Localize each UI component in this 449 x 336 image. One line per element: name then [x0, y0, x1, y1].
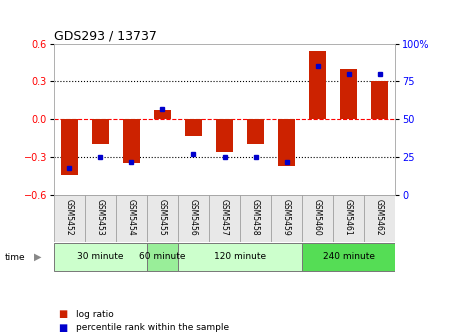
Bar [185, 119, 202, 136]
Text: GSM5462: GSM5462 [375, 199, 384, 235]
Bar [309, 51, 326, 119]
Bar [240, 195, 271, 242]
Bar [154, 111, 171, 119]
Text: GSM5452: GSM5452 [65, 199, 74, 235]
Text: GSM5454: GSM5454 [127, 199, 136, 236]
Bar [92, 119, 109, 144]
Text: GSM5459: GSM5459 [282, 199, 291, 236]
Text: GSM5456: GSM5456 [189, 199, 198, 236]
Bar [340, 69, 357, 119]
Bar [333, 195, 364, 242]
Text: GSM5460: GSM5460 [313, 199, 322, 236]
Bar [247, 119, 264, 144]
Text: ■: ■ [58, 323, 68, 333]
Text: GSM5455: GSM5455 [158, 199, 167, 236]
Text: 60 minute: 60 minute [139, 252, 186, 261]
Bar [54, 195, 85, 242]
Text: log ratio: log ratio [76, 310, 114, 319]
Bar [61, 119, 78, 175]
Bar [147, 243, 178, 271]
Bar [364, 195, 395, 242]
Bar [371, 82, 388, 119]
Bar [116, 195, 147, 242]
Bar [178, 243, 302, 271]
Text: GSM5458: GSM5458 [251, 199, 260, 235]
Bar [278, 119, 295, 166]
Bar [302, 243, 395, 271]
Bar [216, 119, 233, 152]
Bar [85, 195, 116, 242]
Bar [54, 243, 147, 271]
Text: GSM5457: GSM5457 [220, 199, 229, 236]
Text: 240 minute: 240 minute [322, 252, 374, 261]
Bar [209, 195, 240, 242]
Text: 30 minute: 30 minute [77, 252, 123, 261]
Text: ■: ■ [58, 309, 68, 319]
Text: ▶: ▶ [34, 252, 41, 262]
Text: time: time [4, 253, 25, 261]
Text: GDS293 / 13737: GDS293 / 13737 [54, 30, 157, 43]
Text: GSM5453: GSM5453 [96, 199, 105, 236]
Text: GSM5461: GSM5461 [344, 199, 353, 235]
Bar [178, 195, 209, 242]
Bar [147, 195, 178, 242]
Bar [123, 119, 140, 163]
Bar [271, 195, 302, 242]
Text: 120 minute: 120 minute [214, 252, 266, 261]
Bar [302, 195, 333, 242]
Text: percentile rank within the sample: percentile rank within the sample [76, 323, 229, 332]
